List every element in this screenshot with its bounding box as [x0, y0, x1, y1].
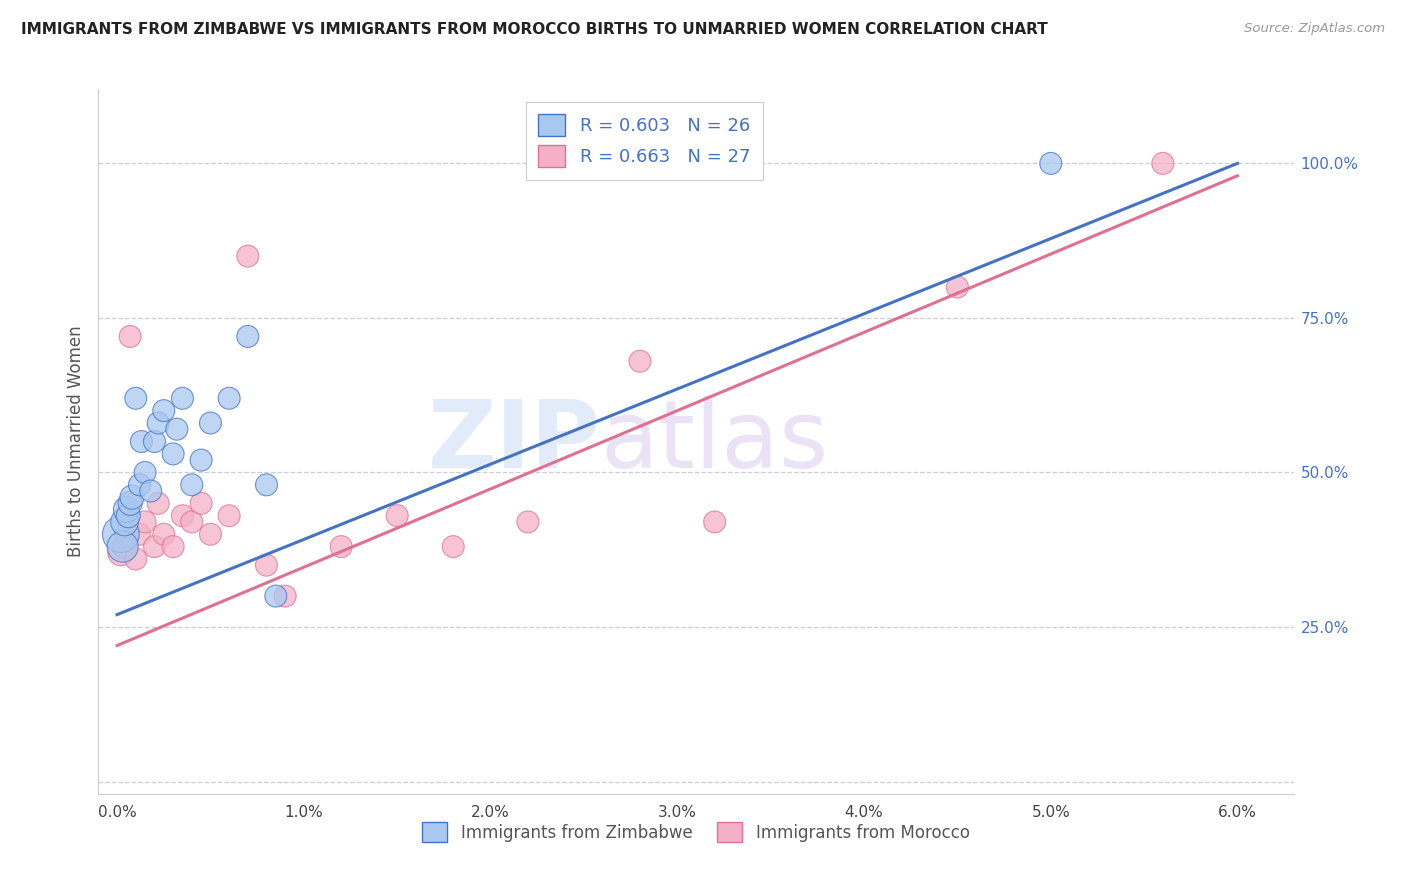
Point: [134, 515, 156, 529]
Point: [946, 280, 969, 294]
Point: [125, 391, 148, 405]
Point: [114, 540, 136, 554]
Point: [190, 453, 212, 467]
Point: [703, 515, 725, 529]
Point: [274, 589, 297, 603]
Point: [628, 354, 651, 368]
Point: [264, 589, 287, 603]
Point: [111, 540, 134, 554]
Point: [162, 447, 184, 461]
Point: [143, 434, 166, 449]
Point: [166, 422, 188, 436]
Point: [115, 527, 138, 541]
Point: [110, 546, 132, 560]
Point: [115, 502, 138, 516]
Point: [139, 483, 162, 498]
Point: [121, 490, 143, 504]
Point: [131, 434, 153, 449]
Point: [152, 403, 174, 417]
Point: [148, 416, 170, 430]
Point: [200, 527, 222, 541]
Point: [152, 527, 174, 541]
Y-axis label: Births to Unmarried Women: Births to Unmarried Women: [66, 326, 84, 558]
Point: [143, 540, 166, 554]
Point: [236, 329, 259, 343]
Point: [236, 249, 259, 263]
Point: [172, 508, 194, 523]
Point: [385, 508, 409, 523]
Point: [330, 540, 353, 554]
Point: [180, 515, 202, 529]
Point: [180, 478, 202, 492]
Point: [128, 527, 150, 541]
Point: [172, 391, 194, 405]
Point: [110, 527, 132, 541]
Point: [134, 466, 156, 480]
Point: [120, 496, 142, 510]
Text: IMMIGRANTS FROM ZIMBABWE VS IMMIGRANTS FROM MOROCCO BIRTHS TO UNMARRIED WOMEN CO: IMMIGRANTS FROM ZIMBABWE VS IMMIGRANTS F…: [21, 22, 1047, 37]
Point: [200, 416, 222, 430]
Point: [148, 496, 170, 510]
Point: [256, 558, 278, 573]
Point: [190, 496, 212, 510]
Point: [117, 508, 139, 523]
Point: [162, 540, 184, 554]
Text: Source: ZipAtlas.com: Source: ZipAtlas.com: [1244, 22, 1385, 36]
Point: [1039, 156, 1062, 170]
Point: [120, 329, 142, 343]
Text: ZIP: ZIP: [427, 395, 600, 488]
Legend: Immigrants from Zimbabwe, Immigrants from Morocco: Immigrants from Zimbabwe, Immigrants fro…: [416, 815, 976, 849]
Point: [256, 478, 278, 492]
Point: [218, 391, 240, 405]
Point: [114, 515, 136, 529]
Point: [128, 478, 150, 492]
Point: [218, 508, 240, 523]
Point: [125, 552, 148, 566]
Point: [1152, 156, 1174, 170]
Point: [516, 515, 538, 529]
Text: atlas: atlas: [600, 395, 828, 488]
Point: [441, 540, 464, 554]
